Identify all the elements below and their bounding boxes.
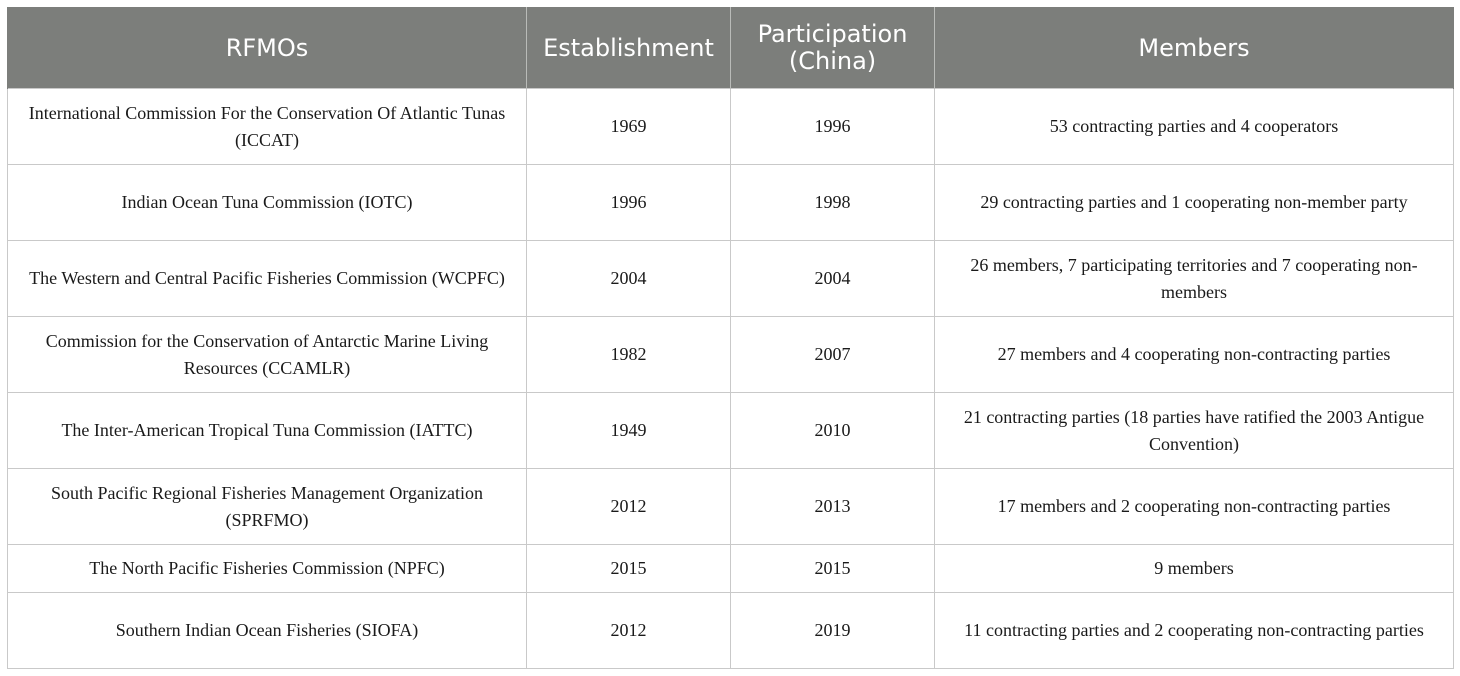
cell-participation: 1998: [730, 164, 935, 241]
cell-establishment: 2012: [526, 592, 731, 669]
cell-rfmo-name: The North Pacific Fisheries Commission (…: [7, 544, 527, 593]
cell-rfmo-name: Southern Indian Ocean Fisheries (SIOFA): [7, 592, 527, 669]
cell-participation: 2010: [730, 392, 935, 469]
cell-rfmo-name: The Inter-American Tropical Tuna Commiss…: [7, 392, 527, 469]
header-members: Members: [934, 7, 1454, 89]
rfmo-table: RFMOs Establishment Participation (China…: [7, 7, 1454, 669]
cell-members: 53 contracting parties and 4 cooperators: [934, 88, 1454, 165]
cell-members: 29 contracting parties and 1 cooperating…: [934, 164, 1454, 241]
header-participation-china: Participation (China): [730, 7, 935, 89]
cell-participation: 2019: [730, 592, 935, 669]
cell-participation: 2013: [730, 468, 935, 545]
cell-establishment: 2012: [526, 468, 731, 545]
table-row: South Pacific Regional Fisheries Managem…: [7, 468, 1454, 545]
cell-rfmo-name: South Pacific Regional Fisheries Managem…: [7, 468, 527, 545]
header-row: RFMOs Establishment Participation (China…: [7, 7, 1454, 89]
table-body: International Commission For the Conserv…: [7, 88, 1454, 669]
header-establishment: Establishment: [526, 7, 731, 89]
table-row: Indian Ocean Tuna Commission (IOTC) 1996…: [7, 164, 1454, 241]
table-row: Southern Indian Ocean Fisheries (SIOFA) …: [7, 592, 1454, 669]
cell-members: 11 contracting parties and 2 cooperating…: [934, 592, 1454, 669]
cell-members: 26 members, 7 participating territories …: [934, 240, 1454, 317]
cell-establishment: 1949: [526, 392, 731, 469]
cell-rfmo-name: International Commission For the Conserv…: [7, 88, 527, 165]
cell-establishment: 1969: [526, 88, 731, 165]
cell-establishment: 1982: [526, 316, 731, 393]
cell-establishment: 1996: [526, 164, 731, 241]
cell-establishment: 2004: [526, 240, 731, 317]
cell-rfmo-name: The Western and Central Pacific Fisherie…: [7, 240, 527, 317]
cell-members: 21 contracting parties (18 parties have …: [934, 392, 1454, 469]
cell-rfmo-name: Commission for the Conservation of Antar…: [7, 316, 527, 393]
table-row: Commission for the Conservation of Antar…: [7, 316, 1454, 393]
cell-rfmo-name: Indian Ocean Tuna Commission (IOTC): [7, 164, 527, 241]
rfmo-table-container: RFMOs Establishment Participation (China…: [7, 7, 1454, 669]
cell-members: 17 members and 2 cooperating non-contrac…: [934, 468, 1454, 545]
cell-establishment: 2015: [526, 544, 731, 593]
table-row: The Inter-American Tropical Tuna Commiss…: [7, 392, 1454, 469]
cell-participation: 2007: [730, 316, 935, 393]
cell-participation: 1996: [730, 88, 935, 165]
table-row: International Commission For the Conserv…: [7, 88, 1454, 165]
table-row: The North Pacific Fisheries Commission (…: [7, 544, 1454, 593]
table-row: The Western and Central Pacific Fisherie…: [7, 240, 1454, 317]
cell-members: 27 members and 4 cooperating non-contrac…: [934, 316, 1454, 393]
table-header: RFMOs Establishment Participation (China…: [7, 7, 1454, 89]
cell-participation: 2004: [730, 240, 935, 317]
cell-participation: 2015: [730, 544, 935, 593]
header-rfmos: RFMOs: [7, 7, 527, 89]
cell-members: 9 members: [934, 544, 1454, 593]
